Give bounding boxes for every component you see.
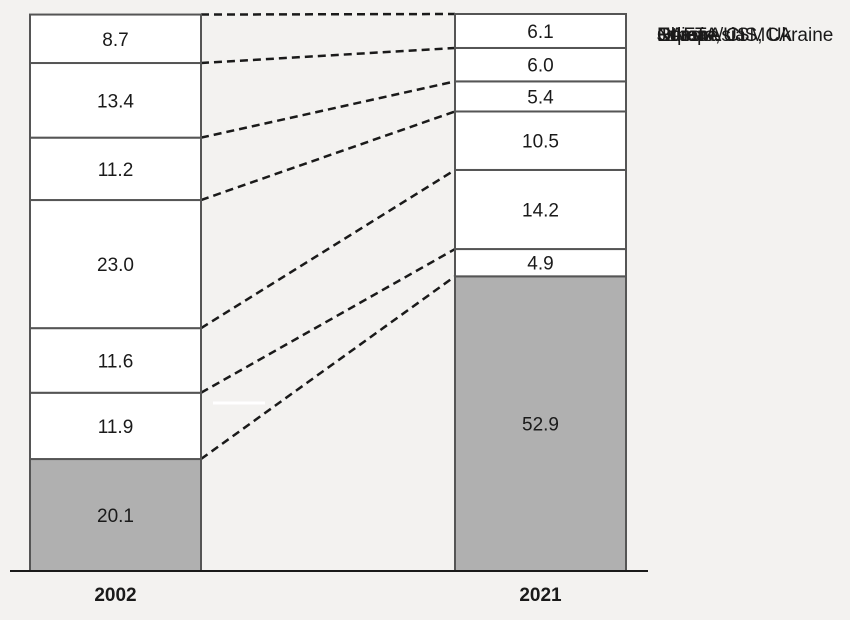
bar-segment-china-2021 — [454, 275, 627, 572]
legend-label-nafta-usmca: NAFTA/USMCA — [657, 25, 792, 46]
bar-segment-china-2002 — [29, 458, 202, 572]
value-label-other-2002: 8.7 — [102, 30, 128, 51]
legend-label-japan: Japan — [657, 25, 709, 46]
connector-line-3 — [200, 168, 456, 330]
value-label-nafta-usmca-2002: 13.4 — [97, 91, 134, 112]
segment-value-labels: 20.1 11.9 11.6 23.0 11.2 13.4 8.7 52.9 4.9 14.2 10… — [97, 22, 559, 527]
connector-line-7 — [200, 12, 456, 16]
connector-lines — [200, 12, 456, 461]
category-label-2002: 2002 — [94, 585, 136, 606]
bar-segment-japan-2002 — [29, 391, 202, 461]
bar-segment-russia-cis-ukraine-2021 — [454, 80, 627, 113]
value-label-japan-2002: 11.9 — [98, 417, 134, 438]
value-label-other-2021: 6.1 — [527, 22, 553, 43]
value-label-europe-2002: 23.0 — [97, 255, 134, 276]
connector-line-5 — [200, 80, 456, 139]
value-label-other-asia-2021: 14.2 — [522, 201, 559, 222]
legend-label-other: Other — [657, 25, 705, 46]
bar-segment-europe-2021 — [454, 110, 627, 171]
value-label-other-asia-2002: 11.6 — [98, 351, 134, 372]
legend-label-russia-cis-ukraine: Russia, CIS, Ukraine — [657, 25, 833, 46]
value-label-nafta-usmca-2021: 6.0 — [527, 56, 553, 77]
connector-line-4 — [200, 110, 456, 202]
value-label-china-2021: 52.9 — [522, 415, 559, 436]
legend-label-china: China — [657, 25, 707, 46]
bar-segment-europe-2002 — [29, 199, 202, 330]
bar-segment-other-asia-2021 — [454, 168, 627, 251]
bar-segments — [29, 13, 627, 572]
category-label-2021: 2021 — [519, 585, 562, 606]
bar-segment-nafta-usmca-2002 — [29, 62, 202, 139]
bar-segment-other-2002 — [29, 13, 202, 65]
value-label-russia-cis-ukraine-2021: 5.4 — [527, 87, 554, 108]
bar-segment-other-asia-2002 — [29, 327, 202, 394]
value-label-china-2002: 20.1 — [97, 506, 134, 527]
value-label-japan-2021: 4.9 — [527, 254, 553, 275]
legend-label-other-asia: Other Asia — [657, 25, 746, 46]
connector-line-6 — [200, 46, 456, 65]
bar-segment-other-2021 — [454, 13, 627, 49]
legend-label-europe: Europe — [657, 25, 718, 46]
value-label-europe-2021: 10.5 — [522, 132, 559, 153]
value-label-russia-cis-ukraine-2002: 11.2 — [98, 160, 134, 181]
connector-line-1 — [200, 275, 456, 461]
connector-line-2 — [200, 247, 456, 394]
category-labels: 2002 2021 — [94, 585, 562, 606]
bar-segment-japan-2021 — [454, 248, 627, 278]
